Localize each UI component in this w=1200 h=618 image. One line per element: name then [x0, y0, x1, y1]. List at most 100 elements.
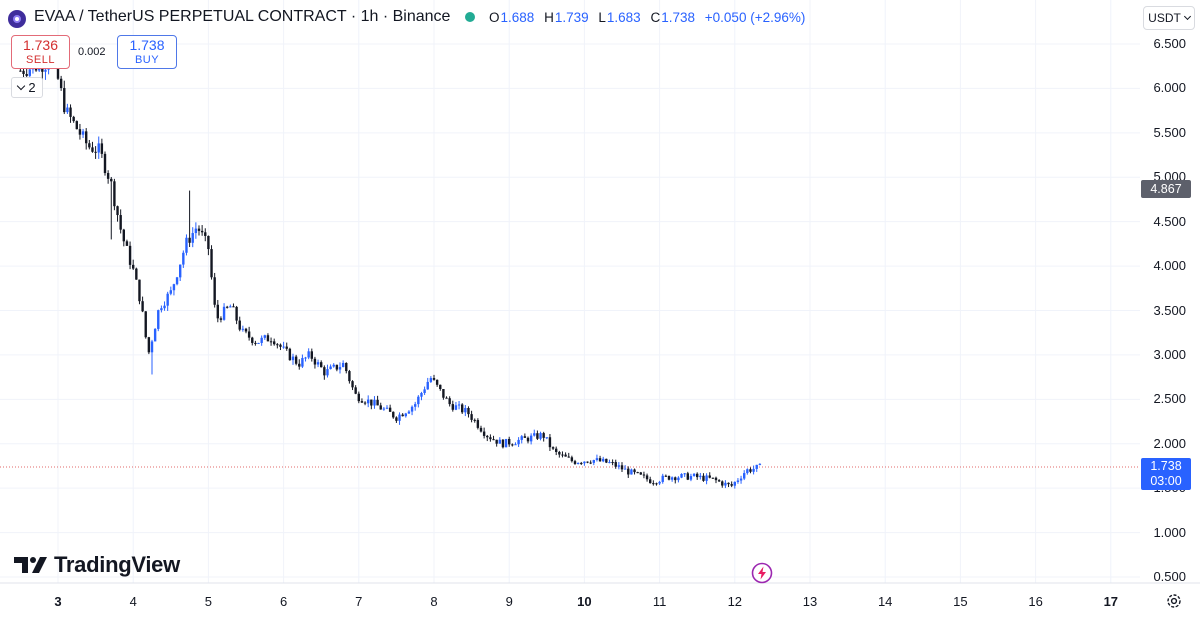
currency-label: USDT — [1148, 11, 1181, 25]
candle — [376, 395, 379, 406]
candle-body — [106, 173, 110, 179]
candle — [501, 439, 505, 449]
candle-body — [166, 293, 169, 306]
chart-title[interactable]: EVAA / TetherUS PERPETUAL CONTRACT · 1h … — [34, 8, 451, 25]
candle-body — [586, 461, 589, 463]
candle-body — [110, 178, 113, 182]
candle-body — [294, 356, 298, 364]
candle-body — [185, 237, 188, 253]
candle-body — [639, 472, 642, 475]
candle — [251, 336, 254, 346]
candle — [611, 459, 614, 466]
candle-body — [260, 337, 263, 343]
candle — [495, 439, 498, 447]
candle-body — [602, 458, 605, 462]
candle — [160, 305, 163, 313]
candle-body — [752, 468, 755, 472]
candle-body — [758, 463, 762, 465]
tradingview-logo[interactable]: TradingView — [14, 552, 180, 578]
candle — [354, 385, 357, 395]
x-tick-label: 14 — [877, 594, 893, 609]
candle — [266, 333, 270, 342]
candle-body — [724, 482, 727, 486]
candle — [470, 410, 473, 423]
candle-body — [636, 472, 639, 474]
buy-label: BUY — [134, 54, 160, 66]
candle — [482, 427, 486, 439]
candle — [492, 435, 495, 441]
candle-body — [417, 396, 420, 405]
symbol-logo-icon[interactable] — [8, 10, 26, 28]
candle-body — [746, 469, 749, 474]
candle-body — [301, 357, 304, 367]
candle — [605, 458, 608, 464]
candle-body — [580, 462, 583, 464]
candle-body — [743, 473, 746, 479]
candle-body — [414, 404, 417, 407]
candle-body — [238, 320, 241, 330]
candle — [680, 473, 683, 479]
candle-body — [22, 70, 25, 75]
candle-body — [661, 475, 664, 482]
candle — [182, 250, 185, 268]
candle-body — [633, 469, 636, 473]
candle — [705, 473, 708, 485]
sell-button[interactable]: 1.736 SELL — [11, 35, 70, 69]
candle — [197, 225, 201, 236]
candle-body — [97, 143, 100, 153]
currency-select[interactable]: USDT — [1143, 6, 1195, 30]
candle-body — [461, 404, 464, 413]
tradingview-logo-icon — [14, 557, 47, 573]
candle-body — [667, 475, 671, 480]
candle-body — [451, 404, 454, 410]
candle — [294, 354, 298, 366]
candle-body — [523, 436, 527, 438]
candle — [379, 402, 382, 410]
gear-icon[interactable] — [1165, 592, 1183, 610]
candle — [692, 473, 696, 477]
x-tick-label: 17 — [1103, 594, 1119, 609]
candle — [724, 480, 727, 489]
candle — [332, 363, 335, 368]
indicators-toggle-button[interactable]: 2 — [11, 77, 43, 98]
candle-body — [551, 447, 555, 449]
candle-body — [357, 393, 360, 402]
y-tick-label: 0.500 — [1153, 569, 1186, 584]
open-value: 1.688 — [500, 10, 535, 25]
candle — [147, 336, 151, 355]
candle — [542, 431, 545, 442]
candle — [661, 473, 664, 484]
candle — [570, 455, 574, 463]
candle-body — [373, 399, 376, 406]
y-tick-label: 1.000 — [1153, 524, 1186, 540]
candle-body — [307, 351, 310, 358]
candle-body — [649, 479, 652, 484]
candle — [138, 279, 141, 305]
candle — [320, 360, 323, 368]
indicators-count: 2 — [28, 80, 36, 95]
candle-body — [341, 362, 345, 368]
candle — [200, 225, 204, 236]
candle-body — [150, 341, 154, 353]
candle-body — [113, 181, 116, 207]
candle-body — [323, 367, 326, 376]
market-status-icon[interactable] — [465, 12, 475, 22]
candle — [410, 405, 414, 416]
buy-button[interactable]: 1.738 BUY — [117, 35, 177, 69]
candle-body — [464, 407, 467, 413]
candle-body — [122, 229, 125, 242]
candle-body — [439, 384, 442, 390]
candle-body — [576, 462, 580, 464]
candle — [517, 437, 520, 447]
candle-body — [188, 237, 191, 243]
x-tick-label: 5 — [204, 594, 213, 609]
change-value: +0.050 (+2.96%) — [704, 10, 806, 25]
candle-body — [479, 427, 483, 432]
candle — [194, 222, 198, 239]
candle-body — [583, 461, 586, 464]
candle — [736, 478, 740, 484]
candle-body — [310, 351, 313, 359]
lightning-icon[interactable] — [751, 562, 773, 584]
